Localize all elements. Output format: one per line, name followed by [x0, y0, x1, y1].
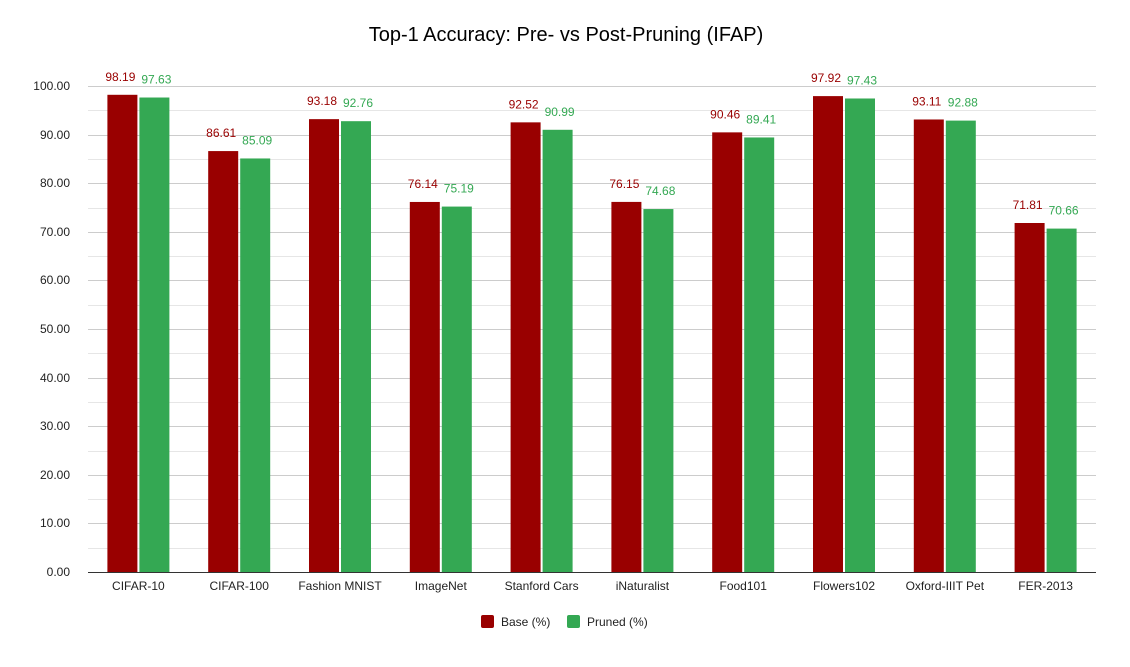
legend-item-base: Base (%): [481, 615, 550, 629]
data-label-base: 71.81: [1013, 198, 1043, 212]
x-axis-ticks: CIFAR-10 CIFAR-100 Fashion MNIST ImageNet St…: [112, 579, 1073, 593]
bar-base: [409, 201, 440, 572]
bars: [107, 94, 1077, 573]
legend-swatch: [567, 615, 580, 628]
bar-pruned: [1046, 228, 1077, 572]
y-tick-label: 100.00: [33, 79, 70, 93]
bar-base: [510, 122, 541, 573]
bar-pruned: [139, 97, 170, 573]
bar-base: [208, 151, 239, 573]
bar-base: [913, 119, 944, 572]
bar-pruned: [845, 98, 875, 572]
data-label-pruned: 75.19: [444, 182, 474, 196]
legend-item-pruned: Pruned (%): [567, 615, 648, 629]
data-label-pruned: 92.76: [343, 96, 373, 110]
data-label-base: 92.52: [509, 97, 539, 111]
x-tick-label: FER-2013: [1018, 579, 1073, 593]
bar-base: [813, 96, 843, 573]
data-label-base: 97.92: [811, 71, 841, 85]
data-label-base: 93.11: [912, 94, 941, 108]
bar-pruned: [240, 158, 271, 573]
x-tick-label: CIFAR-10: [112, 579, 165, 593]
bar-base: [611, 201, 642, 572]
x-tick-label: Stanford Cars: [505, 579, 579, 593]
bar-pruned: [643, 209, 674, 572]
data-label-pruned: 97.43: [847, 73, 877, 87]
gridlines: [88, 86, 1096, 549]
data-label-pruned: 74.68: [645, 184, 675, 198]
y-axis-ticks: 0.00 10.00 20.00 30.00 40.00 50.00 60.00 70.00 8…: [33, 79, 70, 579]
data-label-base: 90.46: [710, 107, 740, 121]
data-label-base: 93.18: [307, 94, 337, 108]
y-tick-label: 0.00: [47, 565, 71, 579]
data-label-pruned: 92.88: [948, 96, 978, 110]
y-tick-label: 30.00: [40, 419, 70, 433]
bar-base: [1014, 223, 1045, 572]
y-tick-label: 20.00: [40, 468, 70, 482]
y-tick-label: 80.00: [40, 176, 70, 190]
y-tick-label: 60.00: [40, 273, 70, 287]
y-tick-label: 10.00: [40, 516, 70, 530]
x-tick-label: Food101: [720, 579, 768, 593]
bar-pruned: [542, 129, 573, 572]
y-tick-label: 90.00: [40, 128, 70, 142]
y-tick-label: 50.00: [40, 322, 70, 336]
x-tick-label: Oxford-IIIT Pet: [906, 579, 985, 593]
data-label-pruned: 89.41: [746, 112, 776, 126]
bar-pruned: [341, 121, 371, 572]
data-label-base: 76.14: [408, 177, 438, 191]
data-label-base: 98.19: [105, 70, 135, 84]
legend-swatch: [481, 615, 494, 628]
chart-title: Top-1 Accuracy: Pre- vs Post-Pruning (IF…: [369, 24, 764, 46]
bar-base: [712, 132, 743, 573]
y-tick-label: 70.00: [40, 225, 70, 239]
bar-pruned: [945, 120, 976, 572]
x-tick-label: ImageNet: [415, 579, 468, 593]
data-label-pruned: 85.09: [242, 133, 272, 147]
bar-pruned: [441, 206, 472, 572]
data-label-pruned: 97.63: [141, 73, 171, 87]
legend-label: Base (%): [501, 615, 550, 629]
data-label-base: 86.61: [206, 126, 236, 140]
bar-pruned: [744, 137, 775, 572]
y-tick-label: 40.00: [40, 371, 70, 385]
x-tick-label: Flowers102: [813, 579, 875, 593]
data-label-base: 76.15: [609, 177, 639, 191]
data-labels: 98.19 97.63 86.61 85.09 93.18 92.76 76.14 75.19…: [105, 70, 1079, 218]
bar-base: [309, 119, 339, 572]
x-tick-label: Fashion MNIST: [298, 579, 382, 593]
data-label-pruned: 70.66: [1049, 204, 1079, 218]
data-label-pruned: 90.99: [545, 105, 575, 119]
legend: Base (%) Pruned (%): [481, 615, 648, 629]
bar-base: [107, 94, 138, 572]
x-tick-label: CIFAR-100: [210, 579, 270, 593]
x-tick-label: iNaturalist: [616, 579, 670, 593]
legend-label: Pruned (%): [587, 615, 648, 629]
